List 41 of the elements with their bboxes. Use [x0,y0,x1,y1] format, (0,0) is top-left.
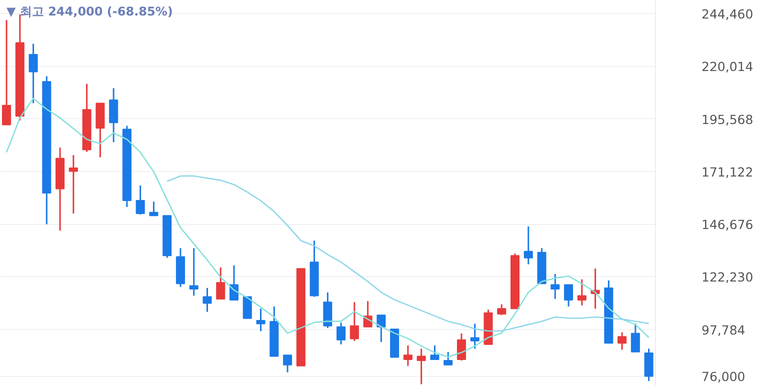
candlestick [109,87,118,143]
candlestick [470,322,480,350]
candlestick [524,226,533,266]
candlestick [644,348,654,382]
candlestick [564,284,574,308]
candlestick [136,184,145,216]
candlestick [444,351,453,366]
y-tick-label: 122,230 [702,270,754,285]
y-tick-label: 97,784 [702,322,746,338]
candlestick [2,19,12,126]
annotation: ▼ 최고 244,000 (-68.85%) [6,4,173,18]
candlestick [216,266,226,300]
y-tick-label: 195,568 [702,112,754,127]
candlestick [350,301,359,342]
candlestick [618,332,627,351]
candlestick [323,292,332,329]
candlestick [229,264,239,301]
candlestick [149,200,158,216]
candlestick [202,287,212,313]
y-tick-label: 244,460 [702,6,754,22]
y-tick-label: 76,000 [702,369,746,384]
candlestick [403,344,412,367]
candlestick [416,348,426,385]
candlestick [577,278,586,306]
candlestick [283,354,292,374]
y-tick-label: 146,676 [702,217,754,232]
candlestick [242,296,252,319]
y-tick-label: 171,122 [702,164,754,180]
candlestick [336,322,346,346]
candlestick [630,322,640,353]
y-tick-label: 220,014 [702,59,754,74]
candlestick [456,332,466,362]
candlestick [497,304,506,316]
candlestick [189,247,198,296]
candlestick [28,43,38,104]
candlestick [256,308,266,332]
candlestick [376,314,386,343]
candlestick [68,154,78,214]
line-series [166,175,650,332]
candlestick [430,344,440,360]
candlestick [550,273,560,300]
